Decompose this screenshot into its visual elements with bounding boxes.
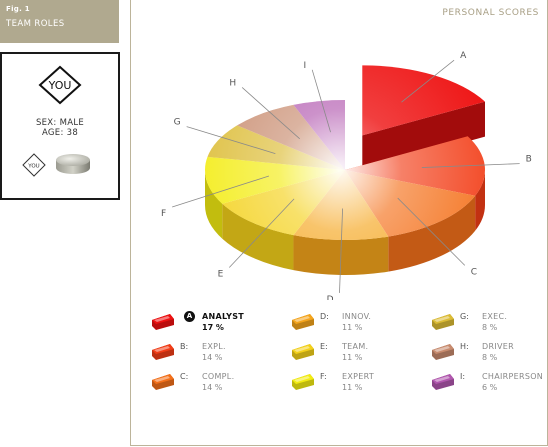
pie-side-f [205, 170, 223, 239]
legend-name-b: EXPL. [202, 342, 226, 351]
legend-swatch-c-icon [152, 374, 174, 390]
legend-item-g: G: EXEC. 8 % [430, 308, 548, 338]
profile-age: AGE: 38 [41, 128, 79, 138]
legend-swatch-a-icon [152, 314, 174, 330]
legend-letter-d: D: [320, 312, 329, 321]
legend-name-e: TEAM. [342, 342, 369, 351]
profile-card: YOU SEX: MALE AGE: 38 YOU [0, 52, 120, 200]
leader-line-d [339, 208, 343, 293]
legend-pct-a: 17 % [202, 323, 224, 332]
leader-line-b [421, 163, 520, 168]
pie-cut-a-1 [362, 101, 485, 171]
legend-pct-b: 14 % [202, 353, 223, 362]
legend-item-a: A ANALYST 17 % [150, 308, 288, 338]
legend-pct-d: 11 % [342, 323, 363, 332]
panel-title: PERSONAL SCORES [442, 8, 539, 18]
leader-line-h [241, 87, 301, 140]
legend-name-h: DRIVER [482, 342, 514, 351]
legend-swatch-i-icon [432, 374, 454, 390]
legend-pct-c: 14 % [202, 383, 223, 392]
slice-label-f: F [161, 209, 166, 219]
legend-swatch-e-icon [292, 344, 314, 360]
you-label: YOU [48, 79, 72, 92]
leader-line-i [311, 69, 331, 133]
legend-name-c: COMPL. [202, 372, 235, 381]
slice-label-i: I [304, 61, 307, 71]
grey-disc-icon [56, 154, 90, 174]
slice-label-g: G [174, 118, 181, 128]
slice-label-c: C [471, 267, 477, 277]
you-diamond-icon: YOU [38, 65, 82, 105]
legend-pct-h: 8 % [482, 353, 498, 362]
legend-name-a: ANALYST [202, 312, 245, 321]
slice-label-e: E [218, 270, 224, 280]
legend-letter-b: B: [180, 342, 189, 351]
pie-chart: A B C D E F G H I [161, 51, 532, 300]
legend: A ANALYST 17 % B: EXPL. 14 % C: COMPL. 14 % D: INN… [150, 308, 548, 408]
slice-label-b: B [526, 155, 532, 165]
leader-line-a [401, 59, 455, 103]
figure-label: TEAM ROLES [6, 19, 65, 29]
profile-sex: SEX: MALE [35, 118, 85, 128]
legend-name-i: CHAIRPERSON [482, 372, 544, 381]
legend-item-c: C: COMPL. 14 % [150, 368, 288, 398]
legend-letter-h: H: [460, 342, 469, 351]
figure-number: Fig. 1 [6, 5, 30, 13]
legend-name-d: INNOV. [342, 312, 372, 321]
slice-label-h: H [229, 78, 236, 88]
legend-letter-e: E: [320, 342, 328, 351]
legend-item-f: F: EXPERT 11 % [290, 368, 428, 398]
legend-item-h: H: DRIVER 8 % [430, 338, 548, 368]
pie-side-b [475, 170, 485, 231]
legend-pct-e: 11 % [342, 353, 363, 362]
slice-label-d: D [327, 295, 334, 300]
leader-line-g [186, 126, 276, 154]
legend-name-f: EXPERT [342, 372, 375, 381]
legend-item-e: E: TEAM. 11 % [290, 338, 428, 368]
leader-line-f [172, 175, 270, 208]
pie-glare [205, 100, 486, 240]
leader-line-e [228, 198, 295, 268]
leader-line-c [397, 197, 466, 266]
legend-swatch-g-icon [432, 314, 454, 330]
figure-tab: Fig. 1 TEAM ROLES [0, 0, 119, 43]
slice-label-a: A [460, 51, 467, 61]
legend-pct-f: 11 % [342, 383, 363, 392]
legend-pct-g: 8 % [482, 323, 498, 332]
legend-swatch-f-icon [292, 374, 314, 390]
legend-letter-c: C: [180, 372, 189, 381]
legend-letter-f: F: [320, 372, 327, 381]
small-you-diamond-icon: YOU [22, 153, 46, 177]
legend-item-b: B: EXPL. 14 % [150, 338, 288, 368]
pie-slice-a-glare [362, 65, 485, 136]
legend-swatch-h-icon [432, 344, 454, 360]
legend-swatch-d-icon [292, 314, 314, 330]
legend-name-g: EXEC. [482, 312, 508, 321]
legend-letter-g: G: [460, 312, 469, 321]
legend-badge-a: A [184, 311, 195, 322]
small-you-label: YOU [27, 164, 39, 170]
legend-item-i: I: CHAIRPERSON 6 % [430, 368, 548, 398]
pie-side-c [388, 195, 476, 272]
legend-item-d: D: INNOV. 11 % [290, 308, 428, 338]
legend-letter-i: I: [460, 372, 466, 381]
legend-pct-i: 6 % [482, 383, 498, 392]
profile-marker: YOU [22, 153, 90, 177]
legend-swatch-b-icon [152, 344, 174, 360]
